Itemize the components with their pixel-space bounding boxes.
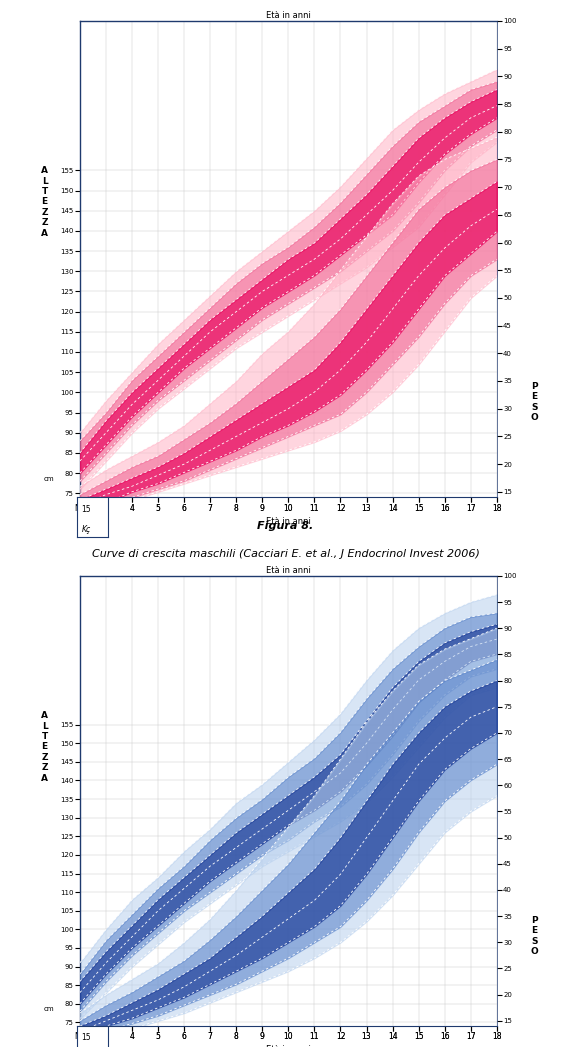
X-axis label: Età in anni: Età in anni [266, 517, 311, 526]
X-axis label: Età in anni: Età in anni [266, 566, 311, 575]
Text: cm: cm [43, 1006, 54, 1012]
Text: Kç: Kç [82, 525, 91, 534]
Text: A
L
T
E
Z
Z
A: A L T E Z Z A [41, 166, 48, 238]
Text: P
E
S
O: P E S O [530, 382, 538, 422]
Text: cm: cm [43, 476, 54, 483]
X-axis label: Età in anni: Età in anni [266, 12, 311, 20]
X-axis label: Età in anni: Età in anni [266, 1046, 311, 1047]
Text: Figura 8.: Figura 8. [258, 521, 313, 532]
Text: A
L
T
E
Z
Z
A: A L T E Z Z A [41, 711, 48, 782]
Text: Curve di crescita maschili (Cacciari E. et al., J Endocrinol Invest 2006): Curve di crescita maschili (Cacciari E. … [91, 549, 480, 559]
Text: 15: 15 [82, 505, 91, 514]
Text: 15: 15 [82, 1033, 91, 1043]
Text: P
E
S
O: P E S O [530, 916, 538, 956]
